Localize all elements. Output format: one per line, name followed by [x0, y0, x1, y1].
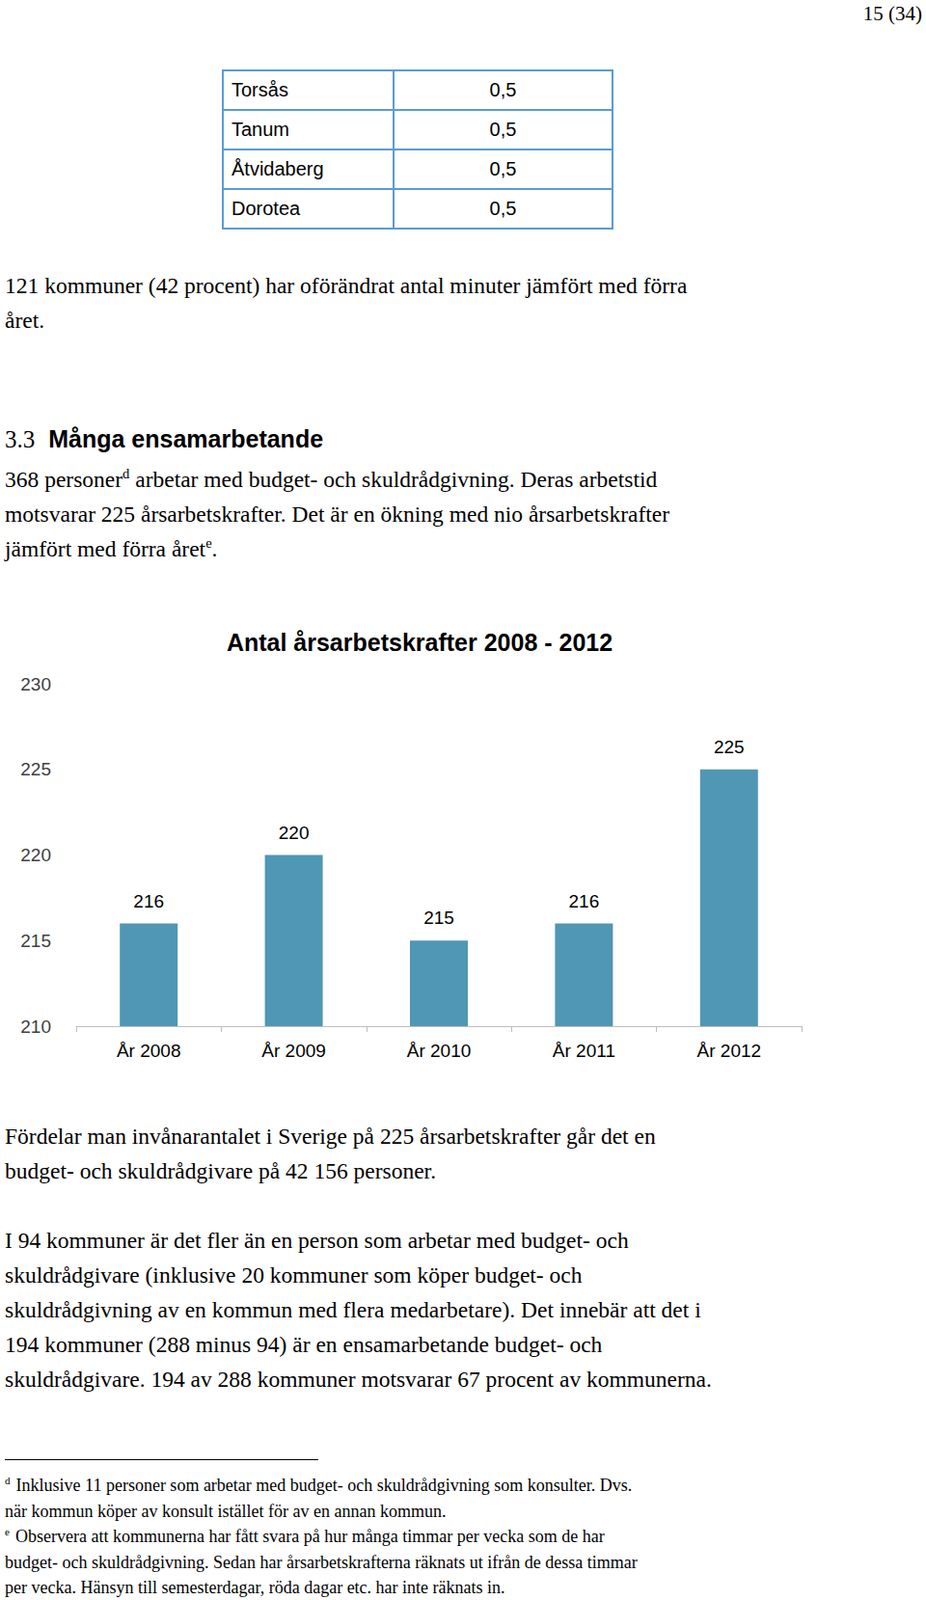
html-text:0,5: 0,5: [489, 197, 517, 219]
html-text:d Inklusive 11 personer som ar: d Inklusive 11 personer som arbetar med …: [4, 1474, 633, 1496]
html-text:368 personerdarbetar med budge: 368 personerdarbetar med budget- och sku…: [4, 466, 658, 492]
svg-text:210: 210: [20, 1016, 52, 1037]
svg-text:220: 220: [278, 822, 310, 844]
html-text:Torsås: Torsås: [231, 79, 289, 101]
html-text:121 kommuner (42 procent) har: 121 kommuner (42 procent) har oförändrat…: [4, 272, 688, 299]
html-text:jämfört med förra årete.: jämfört med förra årete.: [4, 535, 218, 562]
html-text:194 kommuner (288 minus 94) är: 194 kommuner (288 minus 94) är en ensama…: [4, 1332, 603, 1358]
html-text:3.3: 3.3: [4, 426, 36, 453]
html-text:Många ensamarbetande: Många ensamarbetande: [48, 425, 324, 453]
html-text:I 94 kommuner är det fler än e: I 94 kommuner är det fler än en person s…: [4, 1227, 629, 1253]
html-text:per vecka. Hänsyn till semeste: per vecka. Hänsyn till semesterdagar, rö…: [4, 1578, 506, 1598]
svg-text:År 2009: År 2009: [261, 1040, 327, 1062]
html-text:15 (34): 15 (34): [863, 1, 923, 26]
html-text:Dorotea: Dorotea: [231, 197, 301, 219]
svg-text:216: 216: [133, 891, 164, 912]
html-text:skuldrådgivare (inklusive 20 k: skuldrådgivare (inklusive 20 kommuner so…: [4, 1262, 583, 1288]
html-text:skuldrådgivning av en kommun m: skuldrådgivning av en kommun med flera m…: [4, 1297, 701, 1323]
svg-text:215: 215: [423, 907, 455, 928]
svg-text:225: 225: [713, 736, 745, 758]
svg-text:220: 220: [20, 844, 52, 866]
html-text:budget- och skuldrådgivare på: budget- och skuldrådgivare på 42 156 per…: [4, 1158, 436, 1184]
svg-text:230: 230: [20, 674, 52, 695]
svg-text:År 2011: År 2011: [552, 1040, 616, 1062]
html-text:e Observera att kommunerna har: e Observera att kommunerna har fått svar…: [4, 1525, 605, 1547]
html-text:när kommun köper av konsult is: när kommun köper av konsult istället för…: [4, 1501, 447, 1521]
svg-text:År 2010: År 2010: [407, 1040, 472, 1062]
html-text:0,5: 0,5: [489, 118, 517, 140]
html-text:0,5: 0,5: [489, 79, 517, 101]
html-text:motsvarar 225 årsarbetskrafter: motsvarar 225 årsarbetskrafter. Det är e…: [4, 501, 670, 527]
svg-text:Antal årsarbetskrafter 2008 -: Antal årsarbetskrafter 2008 - 2012: [226, 628, 613, 656]
html-text:skuldrådgivare. 194 av 288 kom: skuldrådgivare. 194 av 288 kommuner mots…: [4, 1366, 712, 1392]
svg-text:225: 225: [20, 759, 52, 780]
svg-text:216: 216: [569, 891, 600, 912]
html-text:Åtvidaberg: Åtvidaberg: [231, 158, 324, 180]
html-text:året.: året.: [4, 307, 45, 333]
svg-text:År 2012: År 2012: [697, 1040, 763, 1062]
html-text:Tanum: Tanum: [231, 118, 290, 140]
svg-text:215: 215: [20, 930, 52, 952]
html-text:Fördelar man invånarantalet i: Fördelar man invånarantalet i Sverige på…: [4, 1123, 656, 1149]
html-text:0,5: 0,5: [489, 158, 517, 180]
svg-text:År 2008: År 2008: [116, 1040, 182, 1062]
html-text:budget- och skuldrådgivning. S: budget- och skuldrådgivning. Sedan har å…: [4, 1552, 638, 1572]
